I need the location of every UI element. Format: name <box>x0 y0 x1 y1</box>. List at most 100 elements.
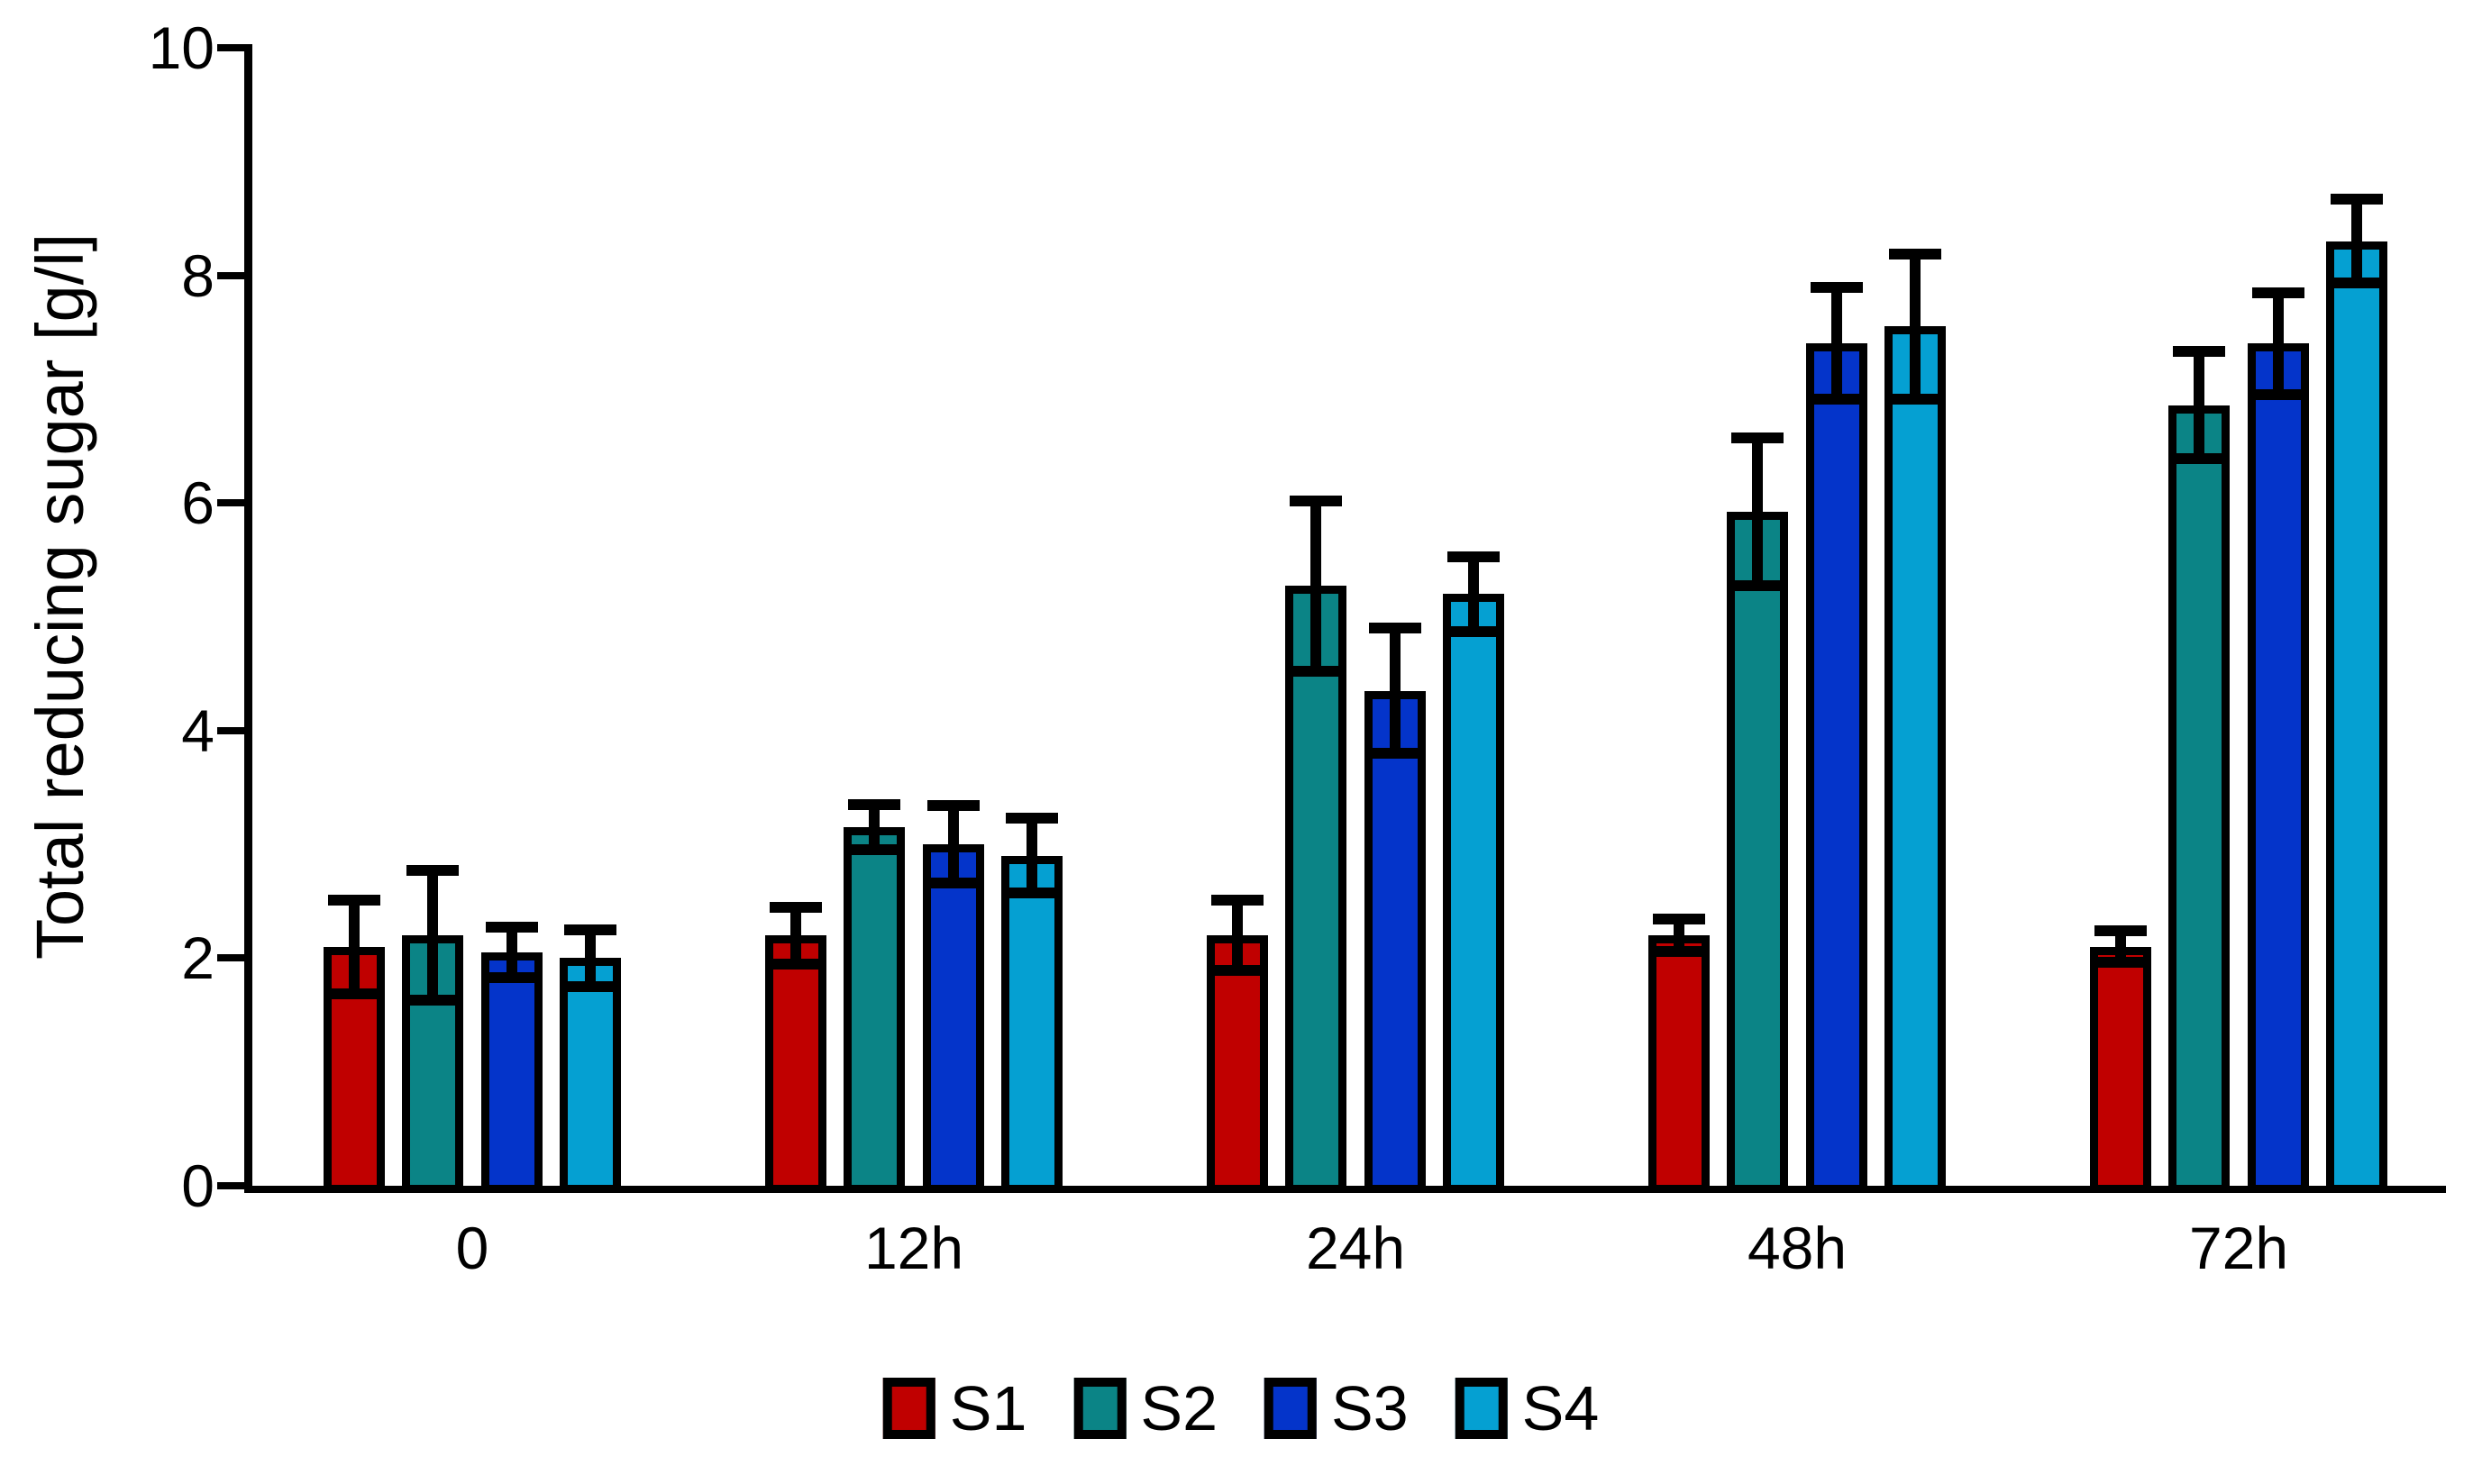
y-tick <box>217 1182 244 1189</box>
error-bar-cap-top <box>564 924 617 935</box>
error-bar-cap-top <box>1810 282 1863 294</box>
error-bar-cap-bottom <box>848 844 901 856</box>
error-bar-line <box>869 804 881 851</box>
bar-s1-24h <box>1206 935 1268 1193</box>
error-bar-cap-top <box>1889 248 1942 259</box>
y-axis-title: Total reducing sugar [g/l] <box>23 232 97 960</box>
bar-s1-48h <box>1647 935 1710 1193</box>
legend-label: S3 <box>1331 1373 1409 1443</box>
error-bar-cap-bottom <box>2331 278 2384 289</box>
legend: S1 S2 S3 S4 <box>882 1373 1600 1443</box>
x-category-label-72h: 72h <box>2188 1215 2289 1281</box>
legend-swatch-icon <box>1455 1378 1508 1439</box>
bar-s3-0 <box>480 952 543 1193</box>
error-bar-cap-top <box>485 922 538 933</box>
y-tick-label: 8 <box>181 241 214 309</box>
error-bar-cap-bottom <box>1210 965 1264 977</box>
x-category-label-48h: 48h <box>1747 1215 1848 1281</box>
error-bar-cap-top <box>926 800 980 812</box>
y-tick-label: 4 <box>181 696 214 764</box>
error-bar-cap-bottom <box>1368 748 1421 760</box>
error-bar-cap-top <box>1290 495 1343 506</box>
bar-s4-72h <box>2326 241 2388 1193</box>
legend-label: S4 <box>1521 1373 1600 1443</box>
legend-item-s1: S1 <box>882 1373 1027 1443</box>
error-bar-line <box>1910 253 1921 400</box>
legend-swatch-icon <box>1264 1378 1317 1439</box>
bar-s1-12h <box>764 935 826 1193</box>
error-bar-cap-bottom <box>1731 580 1784 592</box>
legend-label: S2 <box>1140 1373 1218 1443</box>
error-bar-cap-bottom <box>1652 945 1705 957</box>
error-bar-cap-bottom <box>1006 888 1059 899</box>
y-tick-label: 0 <box>181 1152 214 1219</box>
y-tick-label: 10 <box>148 14 214 81</box>
error-bar-line <box>947 806 959 884</box>
error-bar-line <box>1231 899 1243 971</box>
bar-s4-12h <box>1001 855 1063 1193</box>
error-bar-cap-top <box>1447 551 1501 562</box>
error-bar-line <box>427 870 439 1001</box>
error-bar-cap-bottom <box>1290 666 1343 678</box>
bar-s4-24h <box>1443 594 1505 1193</box>
error-bar-line <box>1468 556 1480 632</box>
error-bar-cap-top <box>406 865 460 877</box>
y-tick <box>217 954 244 962</box>
error-bar-cap-bottom <box>327 988 380 999</box>
error-bar-line <box>2351 198 2363 284</box>
error-bar-line <box>1673 919 1684 951</box>
bar-s3-24h <box>1364 690 1426 1193</box>
error-bar-line <box>1027 818 1038 894</box>
bar-s3-48h <box>1805 343 1867 1193</box>
error-bar-cap-bottom <box>769 958 822 970</box>
error-bar-cap-bottom <box>1810 394 1863 405</box>
error-bar-line <box>789 906 801 964</box>
bar-s3-12h <box>922 844 984 1193</box>
error-bar-cap-top <box>327 894 380 906</box>
bar-s2-24h <box>1285 586 1347 1193</box>
x-category-label-0: 0 <box>455 1215 489 1281</box>
legend-item-s4: S4 <box>1455 1373 1600 1443</box>
bar-s2-48h <box>1727 512 1789 1193</box>
error-bar-cap-top <box>2094 925 2147 937</box>
error-bar-cap-top <box>848 798 901 810</box>
error-bar-line <box>506 927 517 978</box>
error-bar-line <box>1310 500 1322 672</box>
legend-label: S1 <box>949 1373 1027 1443</box>
error-bar-cap-bottom <box>1447 625 1501 637</box>
error-bar-line <box>348 899 360 994</box>
legend-swatch-icon <box>882 1378 935 1439</box>
bar-s4-0 <box>560 958 622 1193</box>
x-category-label-12h: 12h <box>863 1215 964 1281</box>
error-bar-line <box>1830 287 1842 400</box>
y-tick <box>217 44 244 51</box>
y-tick <box>217 726 244 734</box>
error-bar-cap-bottom <box>406 995 460 1006</box>
y-axis-line <box>244 44 252 1193</box>
y-tick <box>217 499 244 507</box>
x-category-label-24h: 24h <box>1305 1215 1406 1281</box>
legend-swatch-icon <box>1073 1378 1127 1439</box>
error-bar-line <box>585 929 597 987</box>
error-bar-cap-bottom <box>2251 389 2304 401</box>
legend-item-s3: S3 <box>1264 1377 1409 1440</box>
error-bar-cap-bottom <box>1889 394 1942 405</box>
bar-s3-72h <box>2247 343 2309 1193</box>
error-bar-cap-bottom <box>2173 452 2226 464</box>
error-bar-cap-top <box>1006 813 1059 824</box>
error-bar-cap-bottom <box>485 971 538 983</box>
error-bar-cap-top <box>2331 193 2384 205</box>
error-bar-cap-bottom <box>564 980 617 992</box>
error-bar-cap-top <box>2251 287 2304 298</box>
error-bar-cap-bottom <box>926 878 980 889</box>
error-bar-line <box>2272 292 2284 396</box>
error-bar-line <box>2114 931 2126 963</box>
y-tick-label: 6 <box>181 469 214 537</box>
error-bar-cap-top <box>1368 623 1421 634</box>
error-bar-cap-top <box>1731 432 1784 444</box>
legend-item-s2: S2 <box>1073 1377 1218 1440</box>
error-bar-line <box>1389 628 1401 754</box>
y-tick-label: 2 <box>181 924 214 992</box>
error-bar-line <box>1752 438 1764 587</box>
